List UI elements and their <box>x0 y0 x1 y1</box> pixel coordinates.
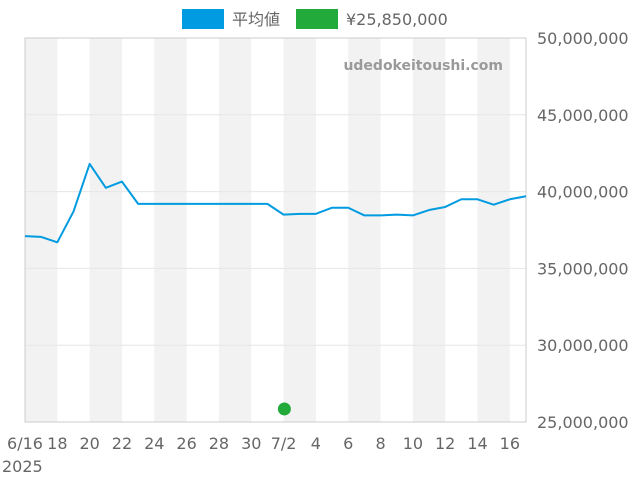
x-tick-label: 12 <box>435 434 455 453</box>
y-tick-label: 25,000,000 <box>537 413 629 432</box>
points-layer <box>277 402 291 416</box>
x-tick-label: 30 <box>241 434 261 453</box>
x-tick-label: 14 <box>467 434 487 453</box>
legend-label-average: 平均値 <box>232 10 280 29</box>
x-tick-label: 16 <box>500 434 520 453</box>
y-axis-ticks: 25,000,000 30,000,000 35,000,000 40,000,000… <box>537 29 629 432</box>
band <box>283 38 316 422</box>
x-tick-label: 28 <box>209 434 229 453</box>
x-tick-label: 4 <box>311 434 321 453</box>
x-tick-label: 6 <box>343 434 353 453</box>
x-axis-ticks: 6/16 18 20 22 24 26 28 30 7/2 4 6 8 10 12 14 16 <box>7 434 520 453</box>
x-tick-label: 24 <box>144 434 164 453</box>
band <box>477 38 510 422</box>
x-tick-label: 20 <box>79 434 99 453</box>
band <box>348 38 381 422</box>
y-tick-label: 40,000,000 <box>537 183 629 202</box>
band <box>154 38 187 422</box>
series-line-average <box>24 162 527 244</box>
alternating-bands <box>25 38 510 422</box>
x-tick-label: 6/16 <box>7 434 43 453</box>
legend: 平均値 ¥25,850,000 <box>182 9 448 29</box>
series-layer <box>24 162 527 244</box>
watermark: udedokeitoushi.com <box>343 58 503 74</box>
x-tick-label: 8 <box>375 434 385 453</box>
legend-swatch-point <box>296 9 338 29</box>
band <box>25 38 58 422</box>
y-tick-label: 45,000,000 <box>537 106 629 125</box>
price-point <box>277 402 291 416</box>
x-tick-label: 18 <box>47 434 67 453</box>
x-tick-label: 26 <box>176 434 196 453</box>
x-tick-label: 22 <box>112 434 132 453</box>
plot-border <box>24 37 527 423</box>
x-axis-year-label: 2025 <box>2 457 43 476</box>
y-tick-label: 30,000,000 <box>537 336 629 355</box>
y-tick-label: 50,000,000 <box>537 29 629 48</box>
plot-frame <box>24 37 527 423</box>
band <box>218 38 252 422</box>
legend-item-average[interactable]: 平均値 <box>182 9 280 29</box>
x-tick-label: 10 <box>403 434 423 453</box>
x-tick-label: 7/2 <box>271 434 297 453</box>
band <box>89 38 122 422</box>
legend-label-point: ¥25,850,000 <box>346 10 448 29</box>
legend-item-point[interactable]: ¥25,850,000 <box>296 9 448 29</box>
y-tick-label: 35,000,000 <box>537 259 629 278</box>
legend-swatch-average <box>182 9 224 29</box>
band <box>412 38 446 422</box>
